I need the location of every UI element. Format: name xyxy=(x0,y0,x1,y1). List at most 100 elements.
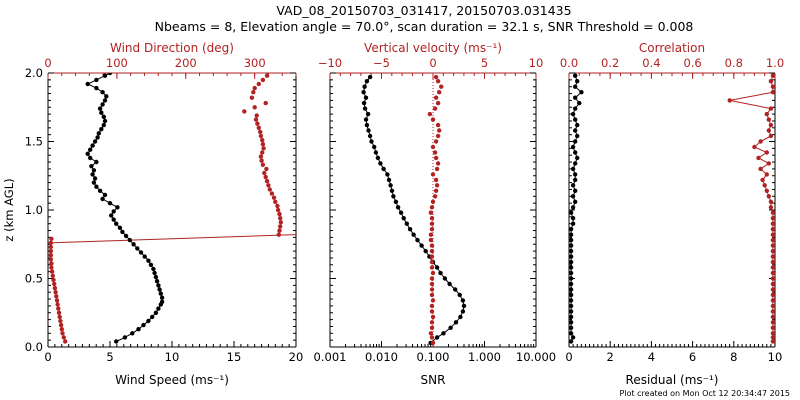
data-point xyxy=(569,303,574,309)
data-point xyxy=(152,270,157,276)
data-point xyxy=(569,210,574,215)
data-point xyxy=(429,335,435,340)
data-point xyxy=(770,287,775,292)
top-tick-label: 0.6 xyxy=(683,56,701,70)
data-point xyxy=(266,183,271,188)
series-1 xyxy=(361,74,467,346)
data-point xyxy=(367,74,373,80)
data-point xyxy=(770,210,775,215)
data-point xyxy=(429,287,435,292)
data-point xyxy=(114,221,119,226)
data-point xyxy=(419,243,424,248)
data-point xyxy=(430,314,436,320)
data-point xyxy=(764,188,769,193)
data-point xyxy=(91,180,97,185)
data-point xyxy=(107,73,113,76)
series-line xyxy=(363,76,465,344)
data-point xyxy=(760,177,765,183)
data-point xyxy=(401,216,406,221)
data-point xyxy=(100,102,105,107)
top-tick-label: 10 xyxy=(529,56,544,70)
data-point xyxy=(404,221,409,226)
data-point xyxy=(141,322,146,328)
data-point xyxy=(569,309,574,314)
data-point xyxy=(55,302,60,307)
data-point xyxy=(770,90,775,95)
data-point xyxy=(438,270,443,276)
data-point xyxy=(131,242,136,247)
data-point xyxy=(362,84,367,89)
data-point xyxy=(253,117,259,122)
data-point xyxy=(48,257,53,262)
data-point xyxy=(770,216,775,221)
data-point xyxy=(54,298,60,303)
data-point xyxy=(770,314,775,320)
data-point xyxy=(109,213,114,218)
data-point xyxy=(768,79,774,84)
data-point xyxy=(372,144,377,150)
data-point xyxy=(102,192,108,198)
data-point xyxy=(429,243,435,248)
data-point xyxy=(439,84,444,89)
data-point xyxy=(102,118,108,124)
data-point xyxy=(569,227,574,232)
data-point xyxy=(428,237,434,243)
data-point xyxy=(428,210,434,215)
data-point xyxy=(570,144,576,150)
data-point xyxy=(569,243,574,248)
data-point xyxy=(573,177,578,183)
data-point xyxy=(764,150,769,155)
data-point xyxy=(453,320,459,325)
data-point xyxy=(429,292,435,298)
data-point xyxy=(429,320,435,325)
top-tick-label: 0.0 xyxy=(560,56,578,70)
top-tick-label: 0 xyxy=(44,56,51,70)
data-point xyxy=(102,73,108,78)
data-point xyxy=(395,205,401,210)
y-axis-label: z (km AGL) xyxy=(2,178,16,241)
data-point xyxy=(434,183,440,188)
data-point xyxy=(107,201,113,206)
data-point xyxy=(258,133,264,139)
data-point xyxy=(278,220,283,225)
data-point xyxy=(53,290,58,295)
series-line xyxy=(86,73,163,342)
data-point xyxy=(157,287,162,292)
data-point xyxy=(94,159,99,165)
data-point xyxy=(770,281,775,287)
data-point xyxy=(428,331,434,336)
data-point xyxy=(569,320,574,325)
data-point xyxy=(122,335,128,340)
top-tick-label: 1.0 xyxy=(766,56,784,70)
data-point xyxy=(154,279,160,284)
data-point xyxy=(111,217,116,222)
data-point xyxy=(435,100,441,106)
data-point xyxy=(264,179,270,184)
data-point xyxy=(275,203,280,209)
data-point xyxy=(460,309,466,314)
figure-subtitle: Nbeams = 8, Elevation angle = 70.0°, sca… xyxy=(155,19,694,34)
data-point xyxy=(142,254,147,259)
data-point xyxy=(123,233,129,239)
data-point xyxy=(151,266,156,272)
data-point xyxy=(770,331,775,336)
data-point xyxy=(770,325,775,330)
data-point xyxy=(573,199,578,204)
data-point xyxy=(97,188,103,193)
data-point xyxy=(259,158,264,163)
data-point xyxy=(249,95,255,100)
data-point xyxy=(430,172,436,177)
data-point xyxy=(415,237,420,243)
panel-2: 0.001 0.010 0.100 1.000 10.000 −10 −5 0 5 10 SNR Ve… xyxy=(314,41,557,387)
data-point xyxy=(770,227,775,232)
data-point xyxy=(51,277,56,283)
data-point xyxy=(373,150,379,155)
data-point xyxy=(104,94,109,99)
data-point xyxy=(49,269,55,274)
data-point xyxy=(367,133,373,139)
data-point xyxy=(770,237,775,243)
data-point xyxy=(569,276,574,281)
data-point xyxy=(260,162,266,167)
data-point xyxy=(570,111,576,117)
data-point xyxy=(435,161,441,166)
